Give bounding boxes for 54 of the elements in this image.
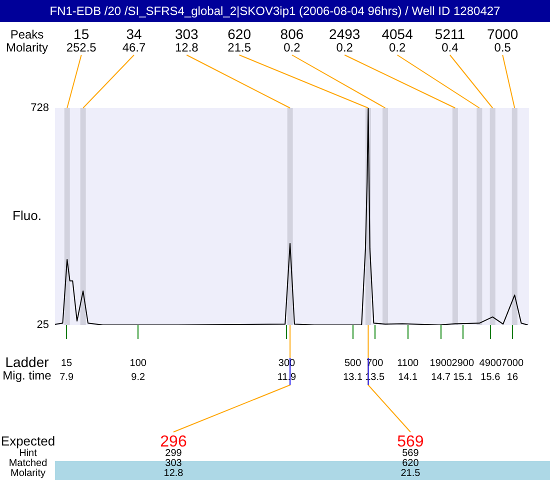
annotation: 7000 — [487, 26, 518, 42]
text: 0.4 — [442, 40, 459, 54]
text: 2900 — [452, 358, 474, 369]
text: 569 — [402, 448, 420, 459]
y-tick-label: 728 — [30, 102, 49, 114]
text: 12.8 — [164, 468, 184, 479]
text: 500 — [344, 358, 362, 369]
x-tick-label: 15.6 — [480, 372, 501, 383]
x-tick-label: 13.1 — [343, 372, 363, 383]
x-tick-label: 9.2 — [131, 372, 146, 383]
y-axis-title: Fluo. — [12, 208, 42, 224]
text: Molarity — [6, 40, 48, 54]
x-tick-label: 7.9 — [60, 372, 74, 383]
x-tick-label: 14.7 — [431, 372, 452, 383]
annotation: 15 — [74, 26, 90, 42]
text: 620 — [402, 458, 420, 469]
x-tick-label: 15.1 — [453, 372, 474, 383]
text: 0.2 — [336, 40, 354, 54]
annotation: 4054 — [382, 26, 414, 42]
text: 21.5 — [400, 468, 421, 479]
text: 4900 — [479, 358, 502, 369]
annotation: 303 — [174, 26, 199, 42]
text: 303 — [165, 458, 182, 469]
x-axis-title: Mig. time — [2, 368, 52, 382]
text: 100 — [130, 358, 147, 369]
text: Expected — [0, 434, 56, 449]
text: 252.5 — [66, 40, 97, 54]
text: 1900 — [430, 358, 452, 369]
text: Hint — [19, 448, 38, 459]
annotation: 2493 — [329, 26, 360, 42]
text: 299 — [165, 448, 182, 459]
y-tick-label: 25 — [36, 319, 49, 332]
text: 7000 — [501, 358, 524, 369]
text: 1100 — [397, 358, 420, 369]
text: 21.5 — [228, 40, 252, 54]
text: Ladder — [5, 354, 50, 370]
annotation: 806 — [280, 26, 304, 42]
annotation: 620 — [228, 26, 252, 42]
text: 12.8 — [174, 40, 199, 54]
annotation: 5211 — [434, 26, 466, 42]
text: Peaks — [10, 27, 44, 42]
annotation: 296 — [160, 433, 187, 450]
x-tick-label: 14.1 — [398, 372, 418, 383]
text: 15 — [60, 358, 73, 369]
annotation: 34 — [126, 26, 142, 42]
text: 0.5 — [494, 40, 512, 54]
text: Matched — [8, 458, 48, 469]
annotation: 569 — [397, 433, 424, 450]
text: Molarity — [10, 468, 46, 479]
text: 0.2 — [284, 40, 301, 54]
text: 46.7 — [122, 40, 146, 54]
chart-title: FN1-EDB /20 /SI_SFRS4_global_2|SKOV3ip1 (2006-08-04 96hrs) / Well ID 1280427 — [0, 0, 550, 22]
x-tick-label: 16 — [506, 372, 518, 383]
text: 0.2 — [388, 40, 406, 54]
